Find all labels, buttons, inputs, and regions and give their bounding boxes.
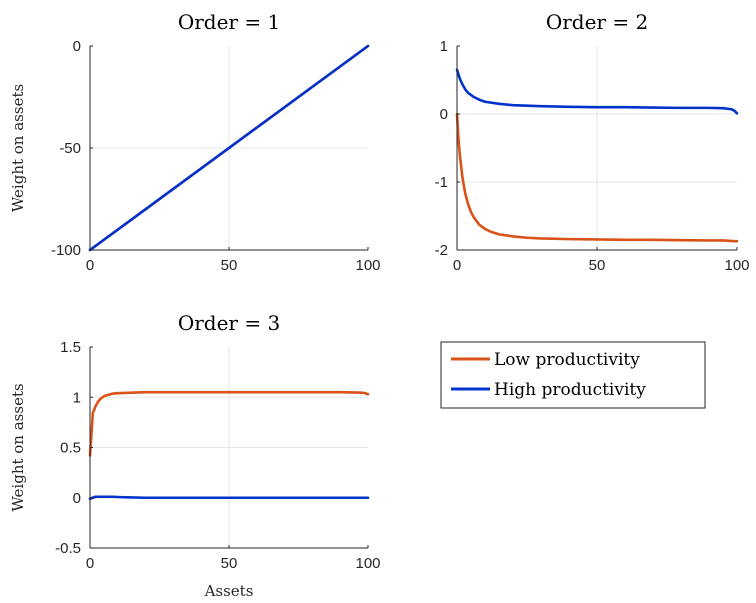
legend-label-low: Low productivity [494,350,640,370]
y-axis-label: Weight on assets [9,84,27,212]
x-tick-label: 50 [221,257,238,274]
chart-order-1: 0 50 100 -100 -50 0 Order = 1 Weight on assets [9,10,381,274]
y-tick-label: 1 [73,389,81,406]
x-tick-label: 100 [355,257,380,274]
x-tick-label: 0 [453,257,461,274]
y-tick-label: -50 [59,140,81,157]
y-tick-label: 0.5 [60,440,81,457]
y-tick-label: 1.5 [60,339,81,356]
chart-title: Order = 1 [178,10,280,34]
y-tick-label: -2 [435,242,448,259]
legend-box [440,341,706,409]
legend: Low productivity High productivity [440,341,706,409]
legend-label-high: High productivity [494,380,646,400]
x-tick-label: 0 [86,257,94,274]
x-tick-label: 50 [589,257,606,274]
series-line-low [88,390,370,457]
y-axis-label: Weight on assets [9,383,27,511]
chart-order-3: 0 50 100 -0.5 0 0.5 1 1.5 Order = 3 Weight on ass… [9,311,381,600]
x-tick-label: 100 [724,257,749,274]
y-tick-label: -0.5 [55,540,81,557]
series-line-high [88,44,370,252]
y-tick-label: 0 [440,106,448,123]
x-axis-label: Assets [204,582,254,600]
series-line-low [455,112,739,243]
y-tick-label: -1 [435,174,448,191]
chart-title: Order = 3 [178,311,280,335]
y-tick-label: 0 [73,490,81,507]
y-tick-label: 1 [440,38,448,55]
y-tick-label: -100 [51,242,81,259]
chart-order-2: 0 50 100 -2 -1 0 1 Order = 2 [435,10,750,274]
y-tick-label: 0 [73,38,81,55]
x-tick-label: 100 [355,555,380,572]
series-line-high [88,495,370,501]
x-tick-label: 50 [221,555,238,572]
x-tick-label: 0 [86,555,94,572]
chart-title: Order = 2 [546,10,648,34]
series-line-high [455,68,739,115]
